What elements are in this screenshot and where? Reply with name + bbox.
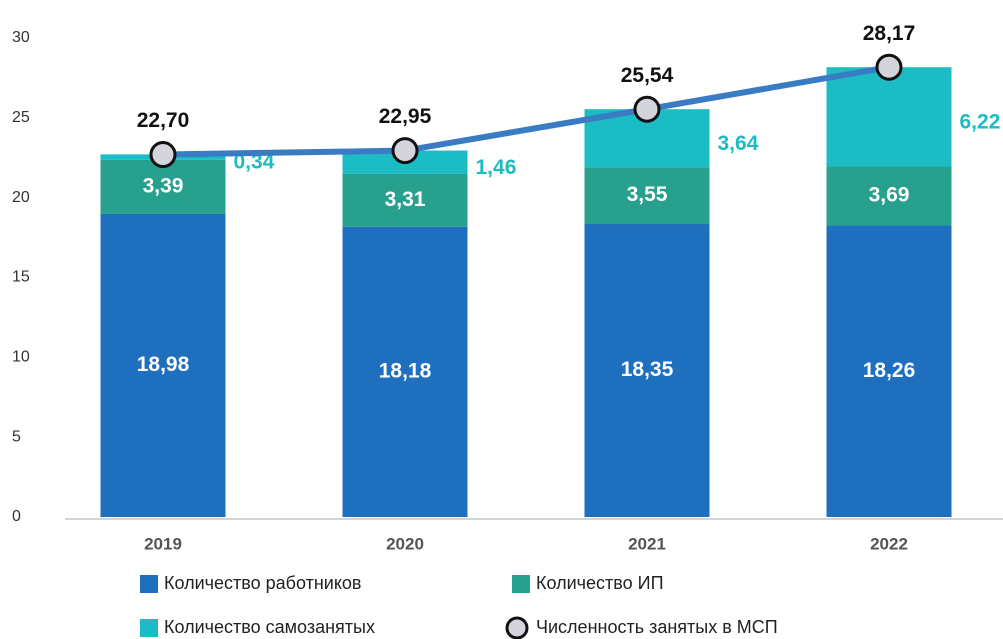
line [163,67,889,154]
legend-label: Количество работников [164,573,362,593]
legend-marker [507,618,527,638]
bar-segment [827,67,952,166]
line-label: 22,95 [379,105,432,128]
line-label: 22,70 [137,109,190,132]
line-label: 28,17 [863,22,916,45]
x-tick-label: 2022 [870,534,908,553]
legend-marker [512,575,530,593]
line-point [151,143,175,167]
legend-marker [140,619,158,637]
line-point [393,139,417,163]
data-label: 3,39 [143,174,184,197]
y-tick-label: 10 [12,349,30,366]
data-label: 18,35 [621,358,674,381]
x-tick-label: 2019 [144,534,182,553]
legend-label: Количество самозанятых [164,617,375,637]
data-label: 6,22 [960,110,1001,133]
line-point [635,97,659,121]
data-label: 3,64 [718,132,759,155]
data-label: 3,31 [385,188,426,211]
y-tick-label: 25 [12,109,30,126]
data-label: 18,98 [137,353,190,376]
line-label: 25,54 [621,64,674,87]
legend-label: Численность занятых в МСП [536,617,778,637]
y-tick-label: 15 [12,269,30,286]
x-tick-label: 2021 [628,534,666,553]
y-tick-label: 0 [12,508,21,525]
line-point [877,55,901,79]
data-label: 3,69 [869,184,910,207]
legend-label: Количество ИП [536,573,664,593]
x-tick-label: 2020 [386,534,424,553]
data-label: 18,18 [379,359,432,382]
y-tick-label: 30 [12,29,30,46]
legend-marker [140,575,158,593]
chart: 051015202530201920202021202218,983,390,3… [0,0,1003,639]
data-label: 1,46 [476,156,517,179]
data-label: 18,26 [863,359,916,382]
data-label: 3,55 [627,183,668,206]
y-tick-label: 5 [12,428,21,445]
y-tick-label: 20 [12,189,30,206]
